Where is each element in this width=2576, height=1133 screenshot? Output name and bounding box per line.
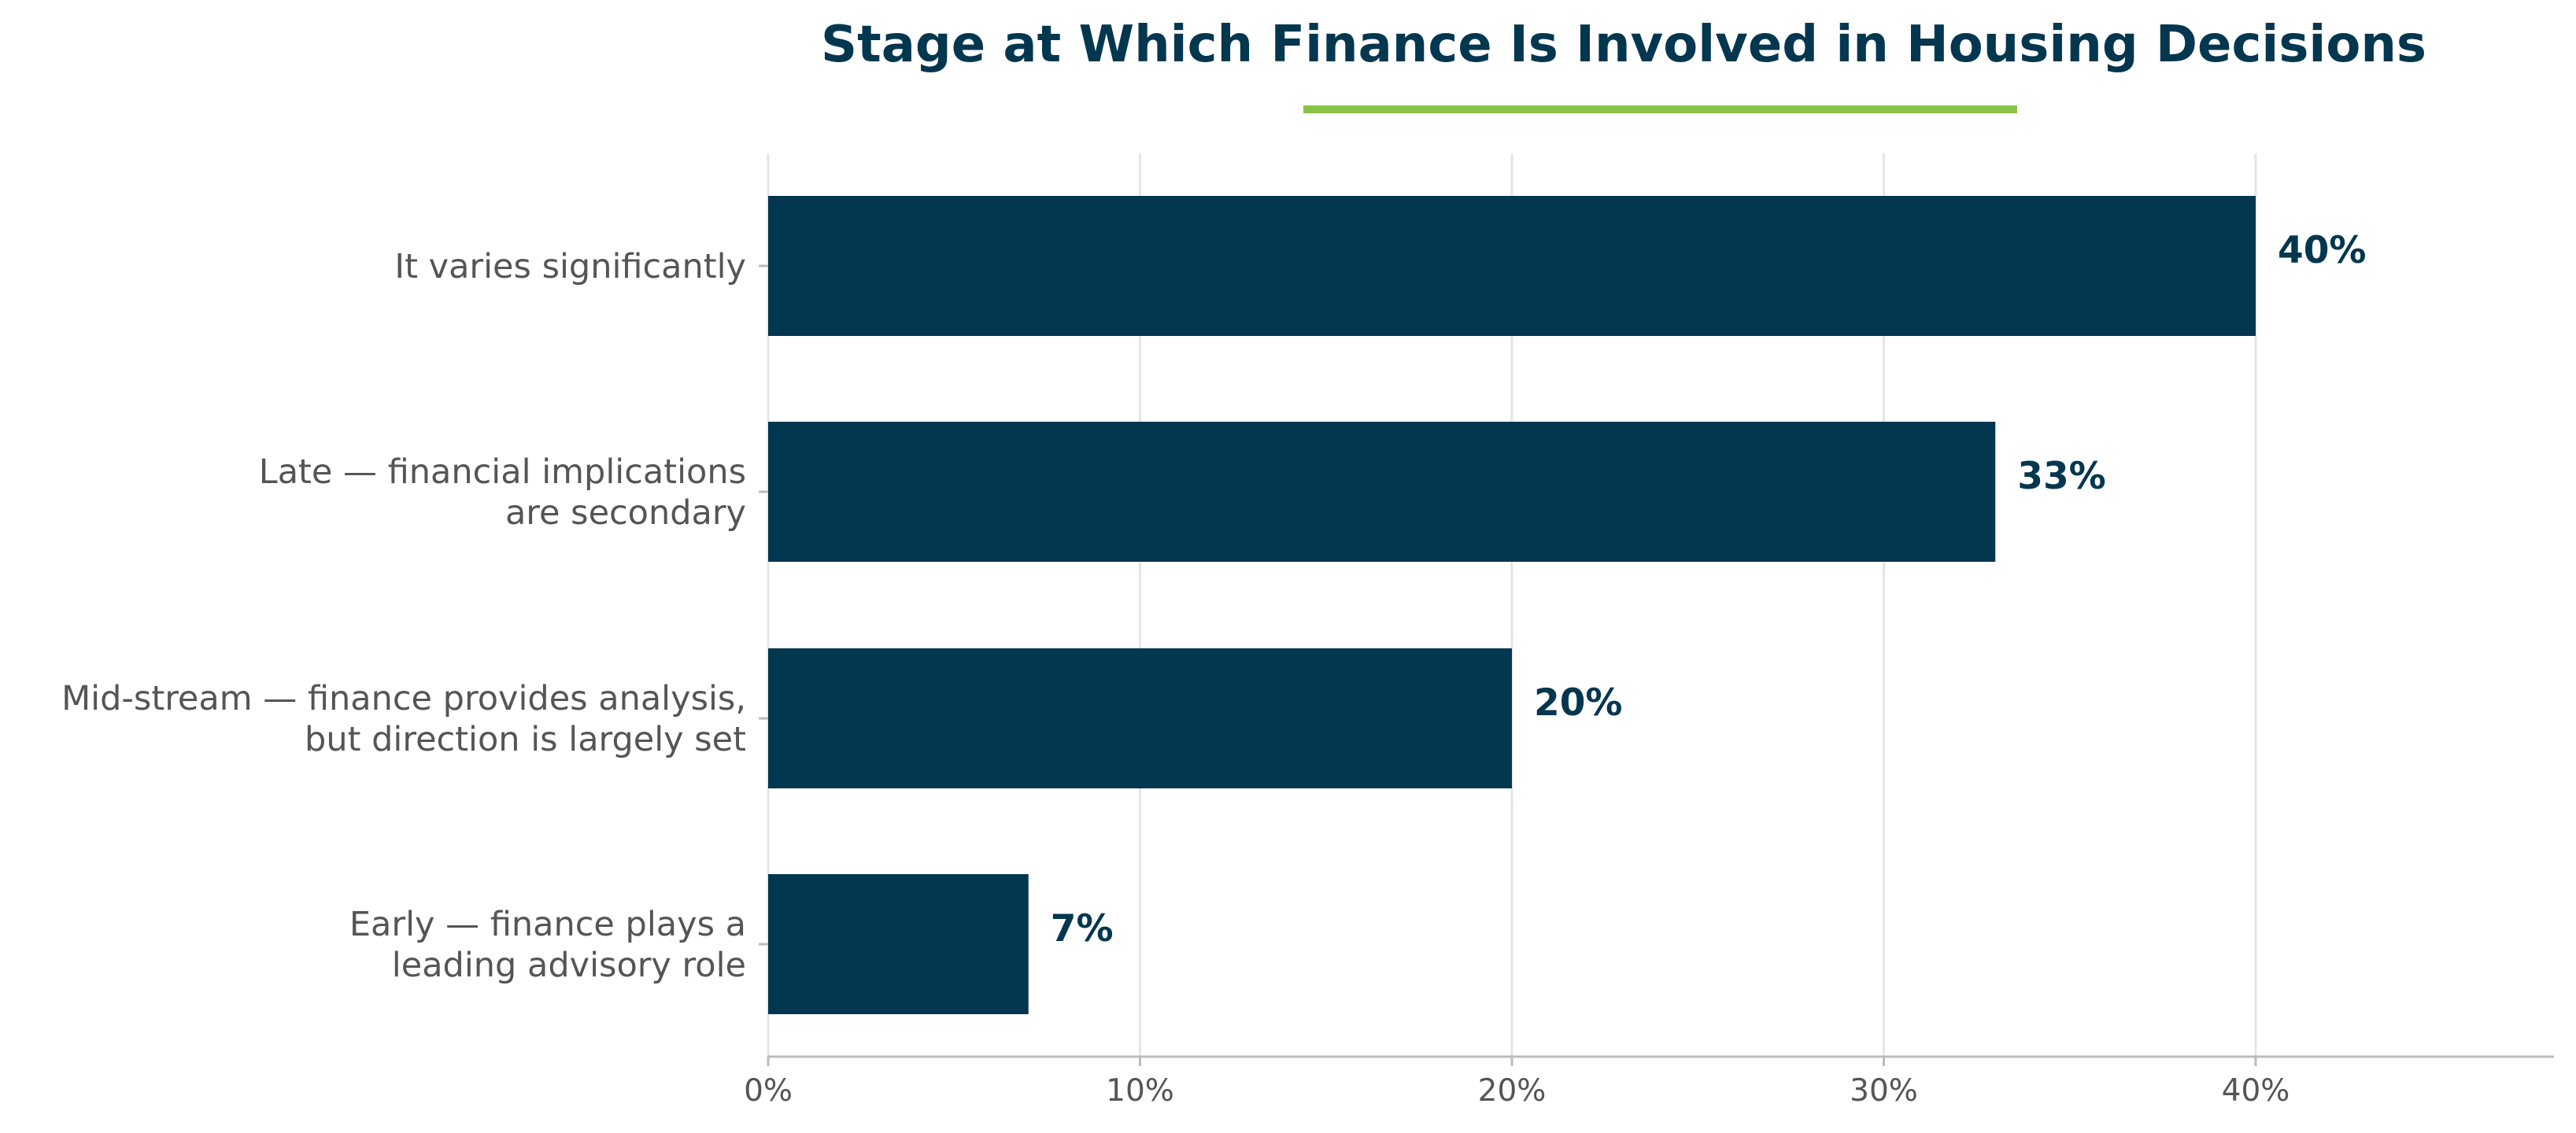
x-tick-label: 20% xyxy=(1478,1073,1547,1109)
x-tick-label: 30% xyxy=(1850,1073,1918,1109)
bar-value-label: 7% xyxy=(1051,907,1114,950)
bar-value-label: 33% xyxy=(2017,455,2106,498)
y-category-label: Mid-stream — finance provides analysis, b… xyxy=(61,679,746,759)
bar xyxy=(768,196,2256,336)
bar xyxy=(768,422,1996,562)
y-category-label: Early — finance plays a leading advisory … xyxy=(349,905,746,985)
chart-title: Stage at Which Finance Is Involved in Ho… xyxy=(821,16,2426,74)
x-tick-label: 40% xyxy=(2222,1073,2290,1109)
bar xyxy=(768,648,1512,788)
y-category-label: Late — financial implications are seconda… xyxy=(259,452,746,533)
axes xyxy=(759,264,2554,1066)
bar-value-label: 40% xyxy=(2278,229,2367,272)
x-tick-label: 0% xyxy=(744,1073,793,1109)
x-tick-label: 10% xyxy=(1106,1073,1174,1109)
y-category-label: It varies significantly xyxy=(394,247,746,286)
bar-value-label: 20% xyxy=(1534,681,1623,725)
bars xyxy=(768,196,2256,1014)
labels: 0% 10% 20% 30% 40% It varies significantly 40%… xyxy=(61,229,2366,1109)
bar xyxy=(768,874,1029,1014)
